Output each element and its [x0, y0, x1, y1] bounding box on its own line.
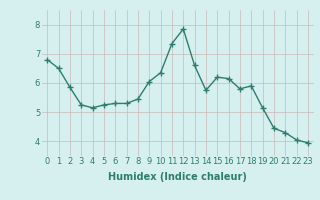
X-axis label: Humidex (Indice chaleur): Humidex (Indice chaleur) [108, 172, 247, 182]
